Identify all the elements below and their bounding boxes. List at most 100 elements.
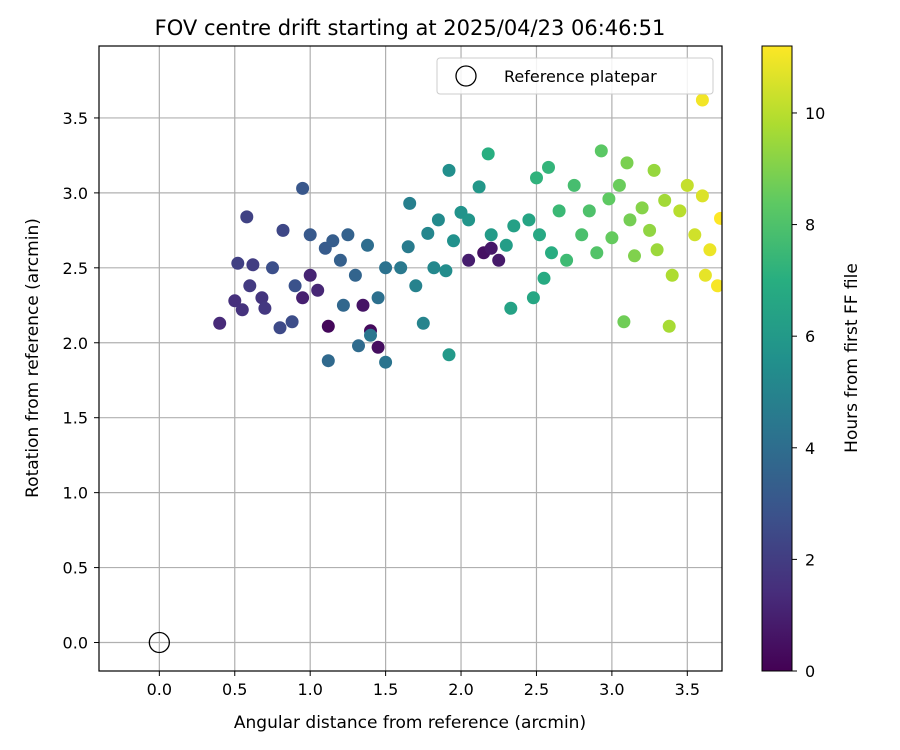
data-point	[409, 279, 423, 293]
data-point	[545, 246, 558, 260]
data-point	[288, 279, 302, 293]
data-point	[416, 316, 430, 330]
data-point	[481, 147, 495, 161]
data-point	[231, 256, 245, 270]
x-axis-label: Angular distance from reference (arcmin)	[234, 713, 586, 733]
data-point	[246, 258, 260, 272]
data-point	[617, 315, 631, 329]
data-point	[427, 261, 441, 275]
colorbar-tick-label: 0	[805, 662, 815, 681]
data-point	[348, 268, 362, 282]
data-point	[326, 234, 340, 248]
data-point	[647, 163, 661, 177]
colorbar-tick-label: 8	[805, 216, 815, 235]
data-point	[628, 249, 641, 263]
data-point	[703, 243, 717, 257]
data-point	[296, 181, 310, 195]
data-point	[472, 180, 486, 194]
data-point	[602, 192, 616, 206]
data-point	[662, 319, 676, 333]
data-point	[394, 261, 408, 275]
data-point	[537, 271, 551, 285]
data-point	[442, 163, 456, 177]
data-point	[530, 171, 543, 185]
data-points	[213, 93, 722, 369]
data-point	[439, 264, 453, 278]
colorbar-tick-label: 6	[805, 327, 815, 346]
data-point	[321, 319, 335, 333]
data-point	[499, 238, 513, 252]
colorbar-ticks: 0 2 4 6 8 10	[792, 104, 825, 681]
y-tick-label: 3.5	[63, 109, 88, 128]
data-point	[379, 261, 393, 275]
data-point	[714, 211, 722, 225]
data-point	[243, 279, 257, 293]
data-point	[266, 261, 279, 275]
data-point	[492, 253, 506, 267]
data-point	[356, 298, 370, 312]
data-point	[620, 156, 634, 170]
legend-marker	[455, 65, 477, 87]
data-point	[582, 204, 596, 218]
data-point	[484, 228, 498, 242]
y-tick-label: 2.0	[63, 334, 88, 353]
legend-box	[436, 57, 714, 95]
data-point	[303, 228, 317, 242]
data-point	[276, 223, 290, 237]
data-point	[379, 355, 393, 369]
data-point	[542, 160, 555, 174]
data-point	[462, 213, 476, 227]
data-point	[371, 291, 385, 305]
y-tick-label: 1.5	[63, 409, 88, 428]
x-tick-label: 1.5	[373, 680, 398, 699]
colorbar-label: Hours from first FF file	[842, 263, 862, 453]
data-point	[567, 178, 581, 192]
data-point	[673, 204, 687, 218]
data-point	[623, 213, 637, 227]
data-point	[421, 226, 435, 240]
y-tick-label: 0.5	[63, 559, 88, 578]
y-tick-label: 2.5	[63, 259, 88, 278]
data-point	[522, 213, 536, 227]
data-point	[643, 223, 657, 237]
data-point	[240, 210, 254, 224]
data-point	[311, 283, 325, 297]
x-tick-label: 0.0	[147, 680, 172, 699]
data-point	[612, 178, 626, 192]
data-point	[296, 291, 310, 305]
data-point	[507, 219, 521, 233]
data-point	[695, 189, 709, 203]
data-point	[361, 238, 374, 252]
data-point	[371, 340, 385, 354]
data-point	[594, 144, 608, 158]
data-point	[447, 234, 460, 248]
data-point	[560, 253, 574, 267]
data-point	[333, 253, 347, 267]
data-point	[650, 243, 664, 257]
data-point	[321, 354, 335, 368]
data-point	[680, 178, 694, 192]
data-point	[235, 303, 249, 317]
data-point	[688, 228, 702, 242]
x-axis-ticks: 0.0 0.5 1.0 1.5 2.0 2.5 3.0 3.5	[147, 671, 700, 699]
colorbar-tick-label: 2	[805, 550, 815, 569]
legend-label: Reference platepar	[504, 67, 657, 86]
x-tick-label: 2.0	[448, 680, 473, 699]
data-point	[228, 294, 242, 308]
data-point	[255, 291, 269, 305]
data-point	[341, 228, 355, 242]
y-axis-label: Rotation from reference (arcmin)	[23, 218, 43, 498]
plot-frame	[98, 45, 723, 672]
data-point	[364, 328, 377, 342]
data-point	[665, 268, 679, 282]
data-point	[526, 291, 540, 305]
colorbar: 0 2 4 6 8 10 Hours from first FF file	[761, 45, 862, 681]
data-point	[336, 298, 350, 312]
grid	[99, 46, 722, 671]
data-point	[590, 246, 604, 260]
data-point	[352, 339, 365, 353]
y-tick-label: 0.0	[63, 634, 88, 653]
data-point	[552, 204, 566, 218]
data-point	[403, 196, 417, 210]
